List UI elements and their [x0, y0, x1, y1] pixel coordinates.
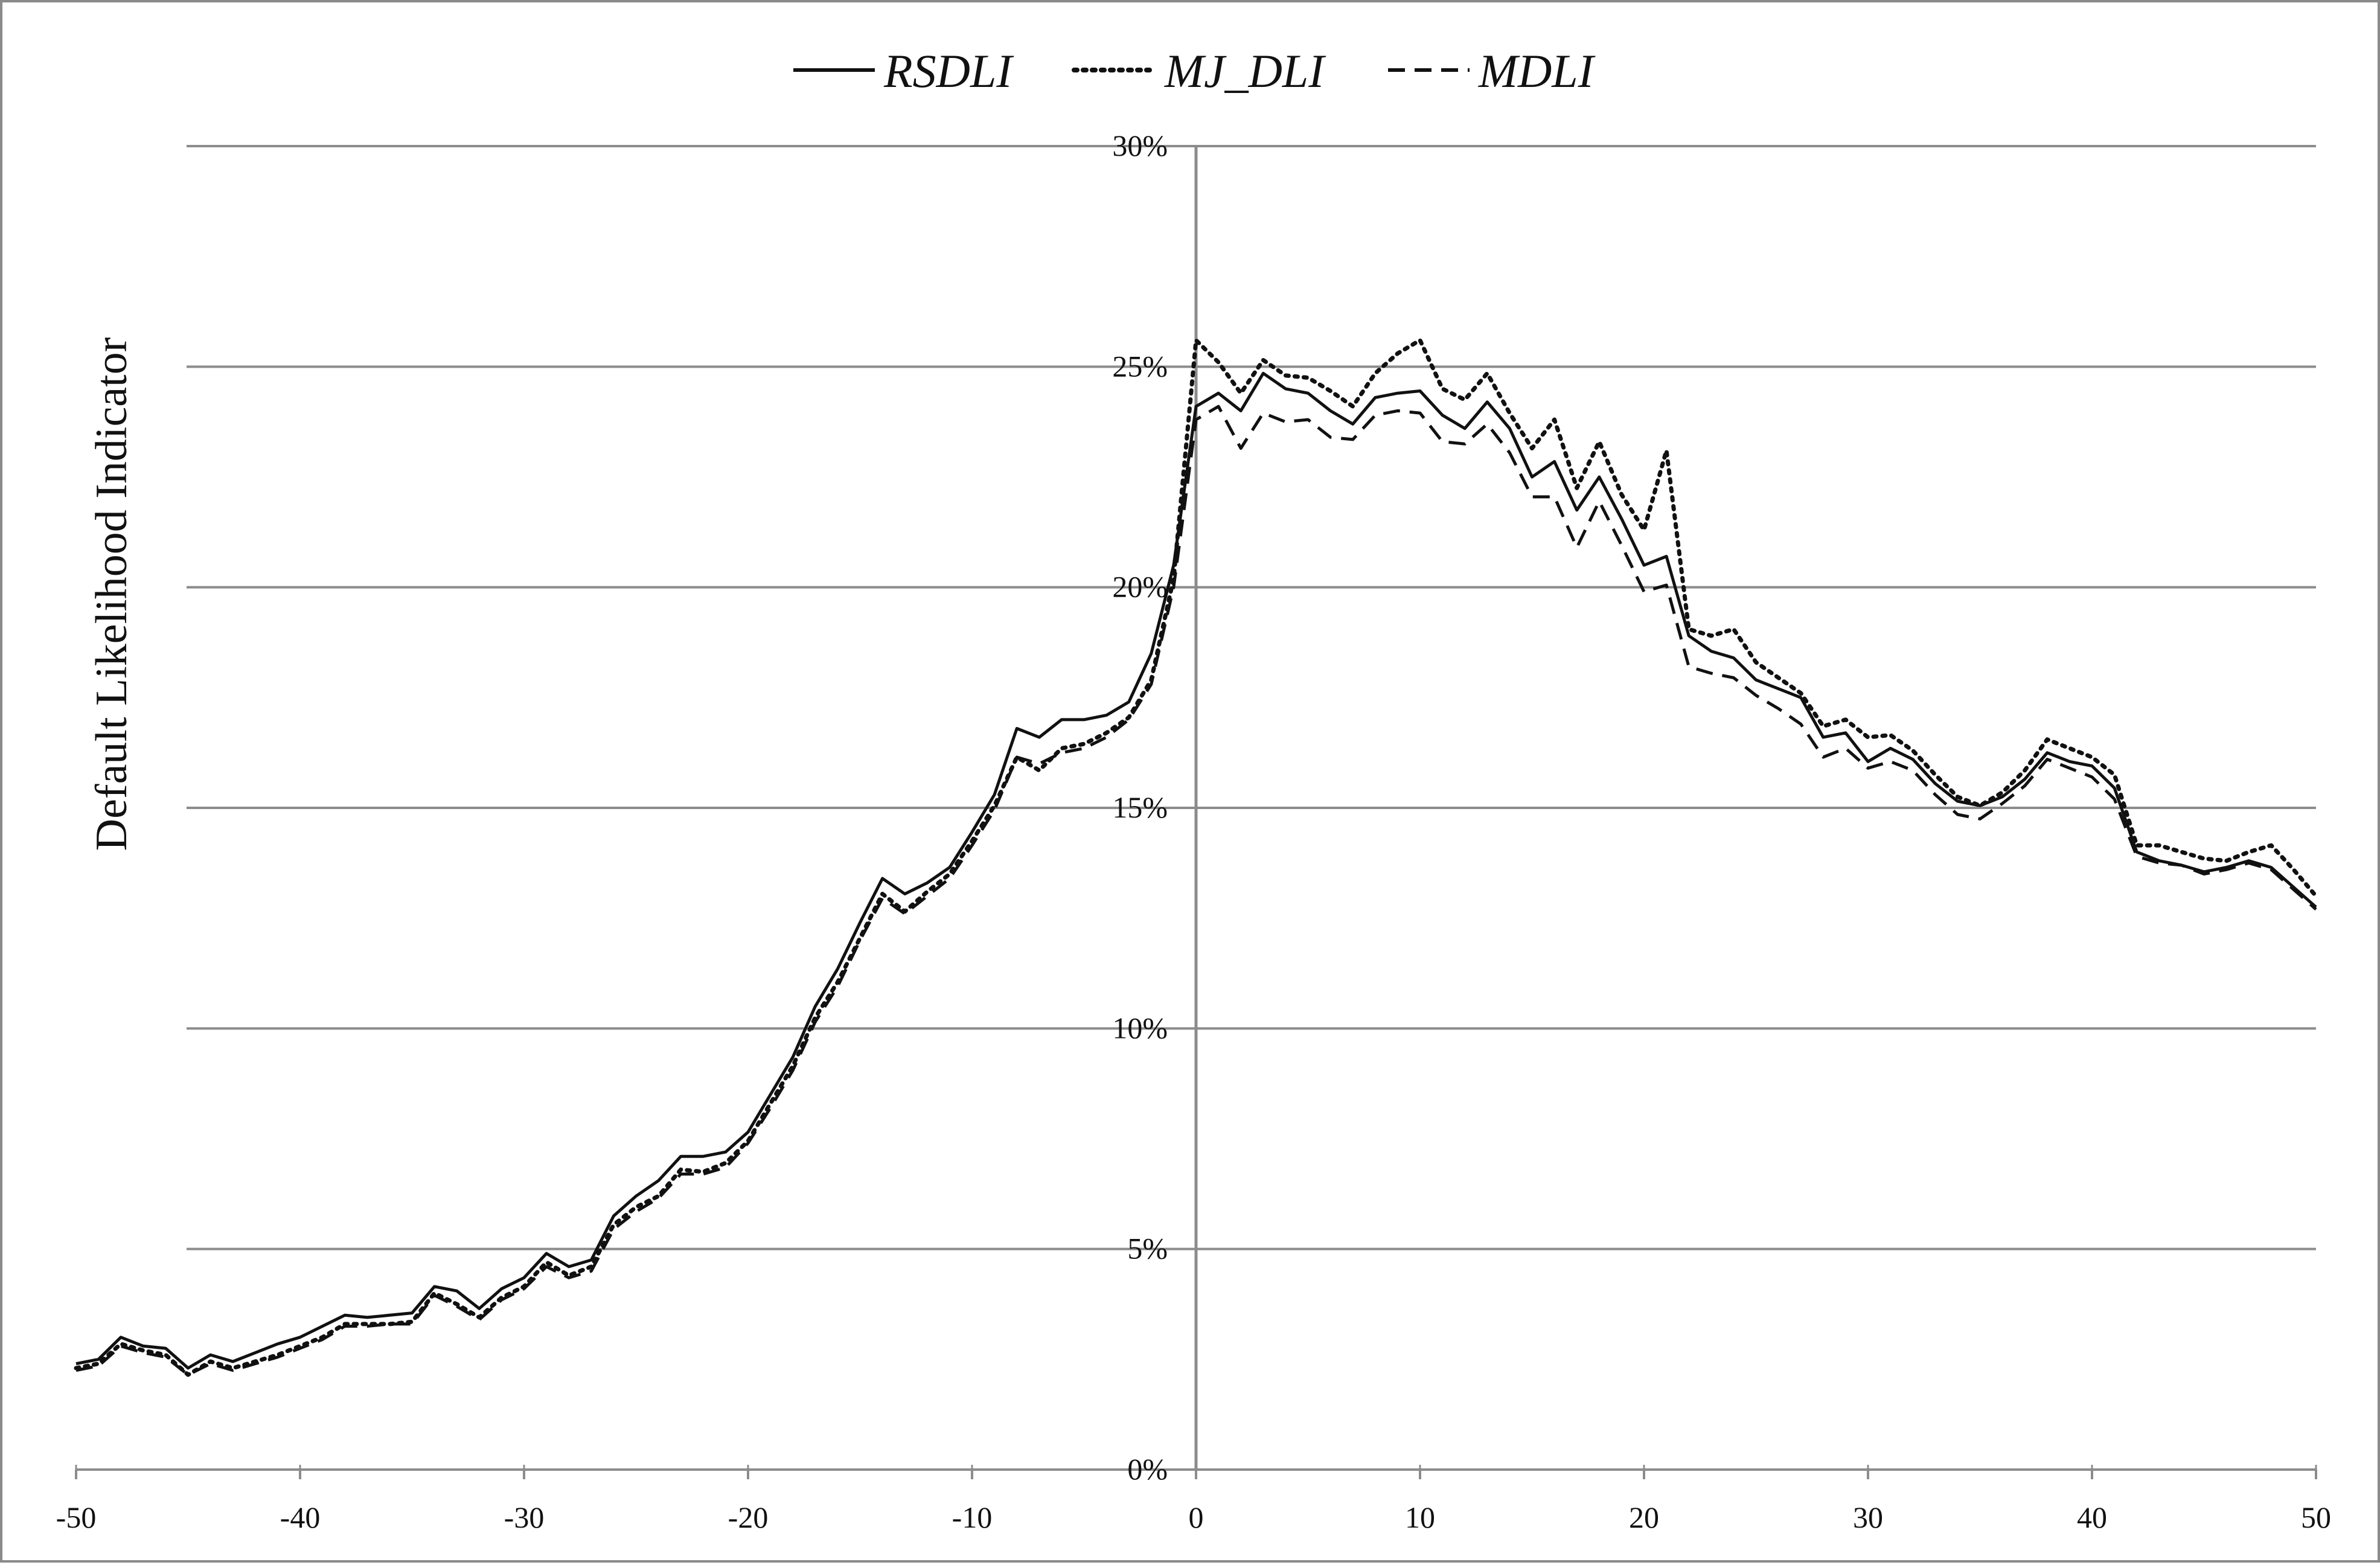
x-tick-label: -20: [728, 1500, 769, 1534]
legend-label: MJ_DLI: [1164, 45, 1326, 97]
x-tick-label: -50: [56, 1500, 97, 1534]
legend: RSDLI MJ_DLI MDLI: [793, 45, 1596, 97]
series-line-rsdli: [75, 371, 2317, 1370]
x-tick-label: -40: [280, 1500, 321, 1534]
axes: [75, 146, 2317, 1479]
legend-label: RSDLI: [883, 45, 1014, 97]
x-tick-label: 40: [2077, 1500, 2107, 1534]
series-line-mdli: [75, 405, 2317, 1377]
x-tick-label: 0: [1189, 1500, 1204, 1534]
x-tick-label: -10: [952, 1500, 993, 1534]
x-tick-label: -30: [504, 1500, 545, 1534]
legend-label: MDLI: [1478, 45, 1596, 97]
tick-labels: 0% 5% 10% 15% 20% 25% 30% -50 -40 -30 -20 -10 0 10 20 3…: [56, 129, 2331, 1534]
y-tick-label: 30%: [1112, 129, 1168, 162]
gridlines: [187, 145, 2316, 1250]
x-tick-label: 30: [1853, 1500, 1883, 1534]
x-tick-label: 50: [2301, 1500, 2331, 1534]
y-tick-label: 0%: [1127, 1452, 1168, 1486]
y-tick-label: 25%: [1112, 349, 1168, 383]
y-axis-title: Default Likelihood Indicator: [87, 338, 136, 851]
series-line-mj-dli: [74, 338, 2318, 1377]
y-tick-label: 20%: [1112, 570, 1168, 604]
y-tick-label: 15%: [1112, 790, 1168, 824]
series-lines: [74, 338, 2318, 1377]
x-tick-label: 20: [1629, 1500, 1659, 1534]
y-tick-label: 10%: [1112, 1011, 1168, 1045]
y-tick-label: 5%: [1127, 1232, 1168, 1266]
x-tick-label: 10: [1405, 1500, 1435, 1534]
